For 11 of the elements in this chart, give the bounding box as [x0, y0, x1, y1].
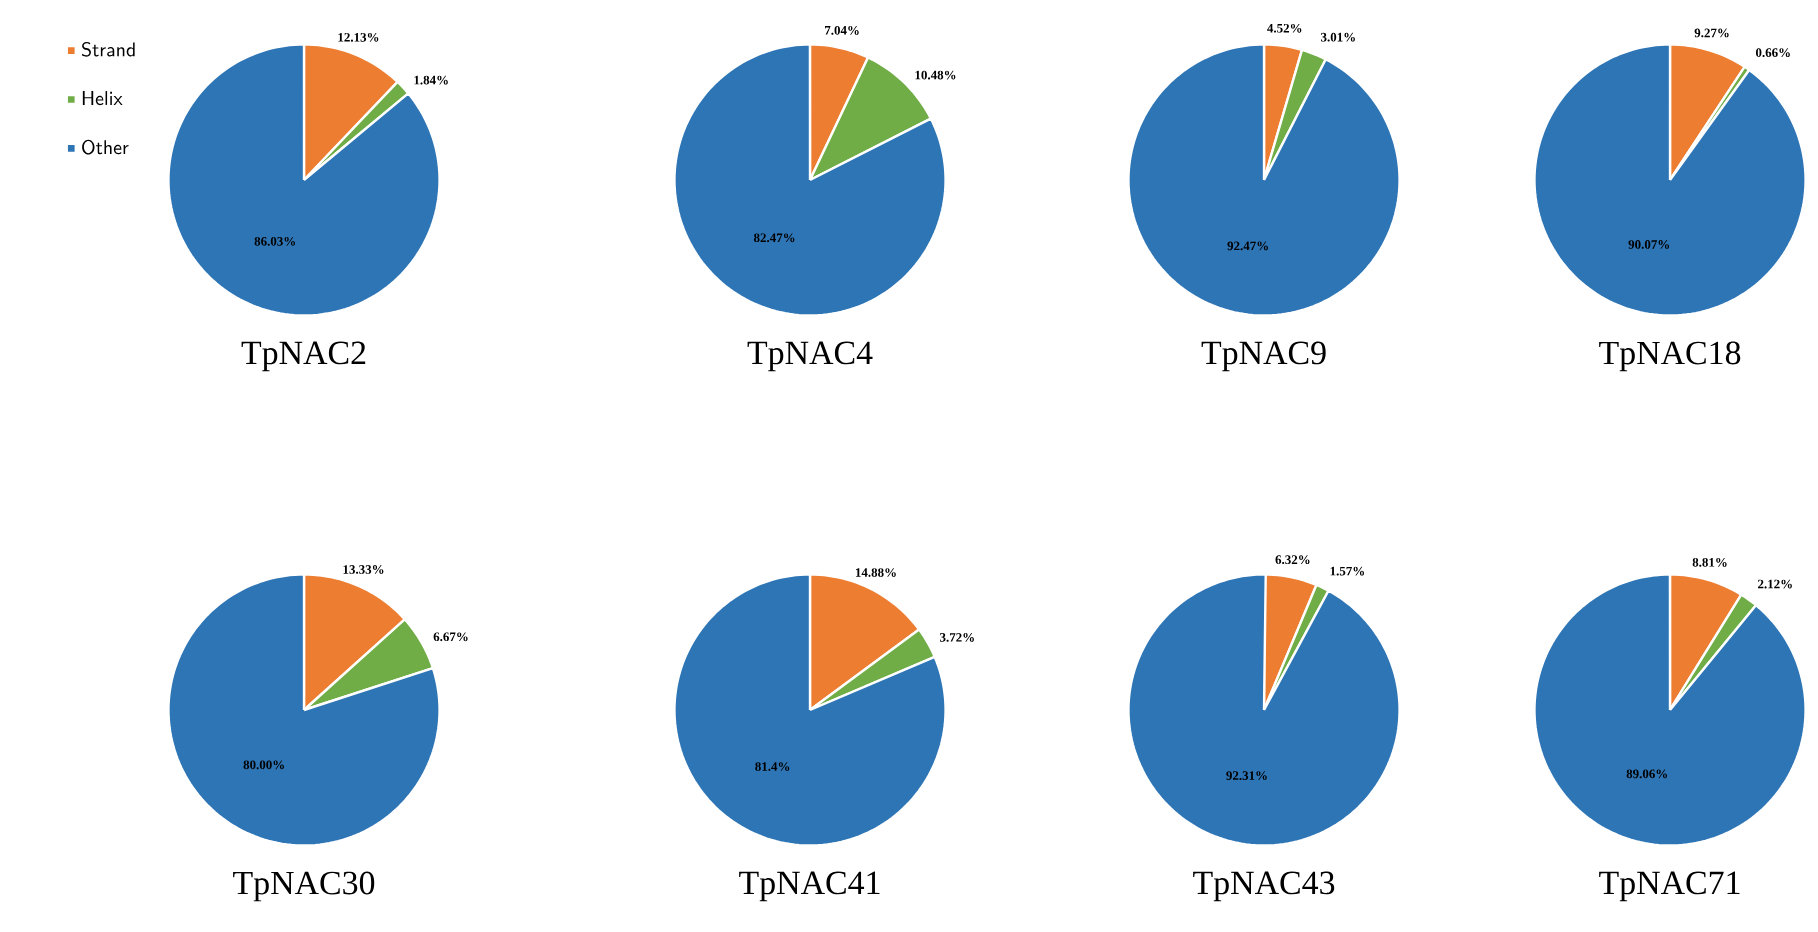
legend-label: Strand — [81, 41, 135, 57]
legend-label: Helix — [82, 91, 123, 106]
text: TpNAC30 — [233, 871, 375, 902]
text: TpNAC18 — [1599, 341, 1741, 372]
text: TpNAC9 — [1201, 341, 1326, 372]
text: TpNAC2 — [241, 341, 366, 372]
text: TpNAC4 — [747, 341, 873, 372]
legend-label: Other — [82, 139, 129, 155]
text: TpNAC43 — [1193, 871, 1335, 902]
text: TpNAC71 — [1599, 871, 1740, 902]
text: TpNAC41 — [739, 871, 880, 902]
